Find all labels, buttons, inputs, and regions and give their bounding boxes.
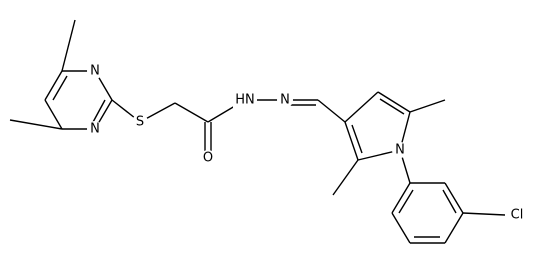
- atom-label: HN: [235, 93, 255, 108]
- atom-labels: N N S O HN N N Cl: [87, 63, 529, 224]
- atom-label: O: [203, 151, 213, 166]
- atom-label: N: [90, 122, 100, 137]
- atom-label: N: [280, 93, 290, 108]
- bonds: [9, 19, 506, 244]
- atom-label: S: [136, 115, 144, 130]
- atom-label: Cl: [511, 208, 524, 223]
- atom-label: N: [395, 143, 405, 158]
- atom-label: N: [90, 64, 100, 79]
